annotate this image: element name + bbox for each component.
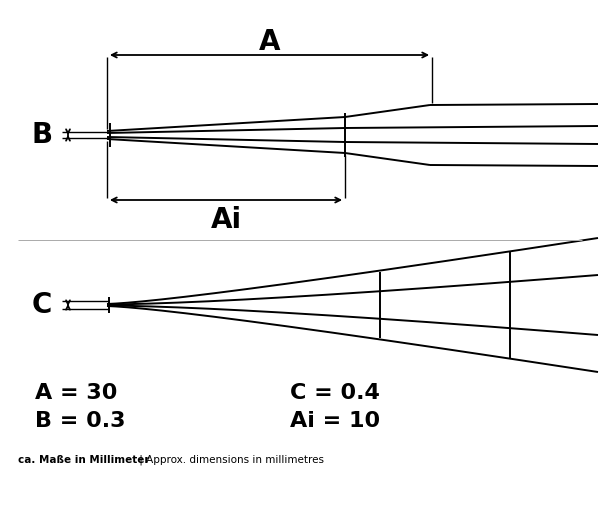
- Text: Ai = 10: Ai = 10: [290, 411, 380, 431]
- Text: | Approx. dimensions in millimetres: | Approx. dimensions in millimetres: [136, 455, 324, 465]
- Text: C = 0.4: C = 0.4: [290, 383, 380, 403]
- Text: Ai: Ai: [211, 206, 242, 234]
- Text: B: B: [31, 121, 53, 149]
- Text: ca. Maße in Millimeter: ca. Maße in Millimeter: [18, 455, 149, 465]
- Text: A = 30: A = 30: [35, 383, 118, 403]
- Text: A: A: [259, 28, 280, 56]
- Text: B = 0.3: B = 0.3: [35, 411, 125, 431]
- Text: C: C: [32, 291, 52, 319]
